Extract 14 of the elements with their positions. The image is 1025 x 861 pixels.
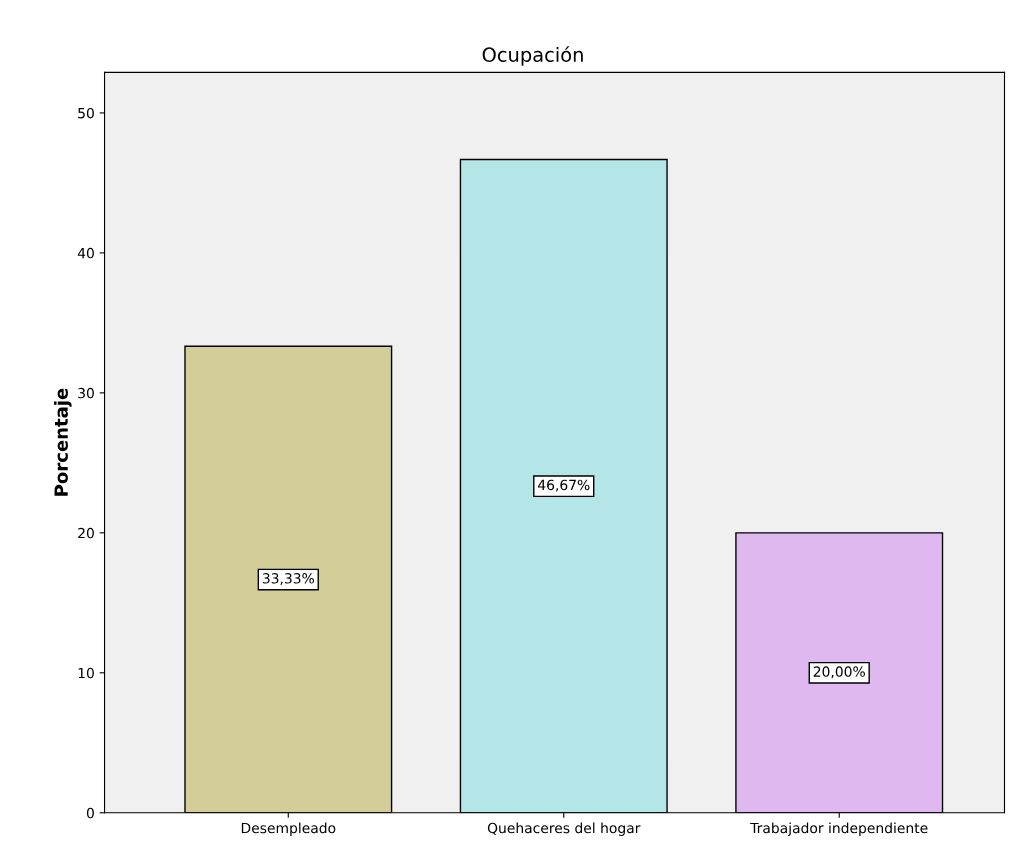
y-tick-label: 50 — [78, 107, 94, 119]
x-tick-label: Desempleado — [241, 822, 336, 836]
data-label: 33,33% — [262, 573, 314, 585]
chart-title: Ocupación — [482, 46, 583, 66]
x-tick-label: Trabajador independiente — [750, 822, 928, 836]
x-tick-label: Quehaceres del hogar — [487, 822, 641, 836]
y-tick-label: 0 — [86, 807, 94, 819]
y-tick-label: 30 — [78, 387, 94, 399]
y-tick-label: 40 — [77, 247, 94, 259]
y-axis-title: Porcentaje — [53, 388, 72, 496]
y-tick-label: 20 — [78, 527, 94, 539]
data-label: 46,67% — [537, 479, 590, 492]
data-label: 20,00% — [813, 666, 865, 679]
y-tick-label: 10 — [78, 667, 94, 679]
